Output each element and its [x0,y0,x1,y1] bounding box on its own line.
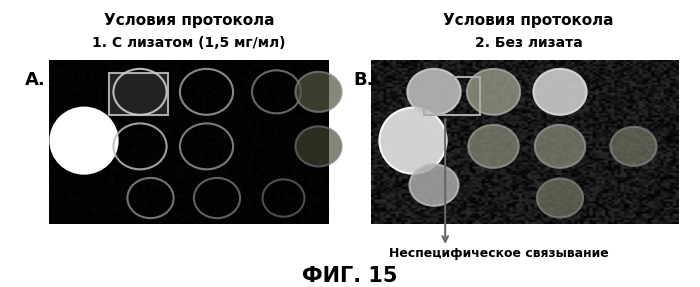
Ellipse shape [379,108,447,174]
Ellipse shape [295,72,342,112]
Ellipse shape [537,179,583,218]
Bar [371,60,679,224]
Ellipse shape [467,69,520,115]
Text: 2. Без лизата: 2. Без лизата [475,36,582,50]
Ellipse shape [533,69,587,115]
Bar [424,77,480,115]
Bar [49,60,329,224]
Ellipse shape [407,69,461,115]
Text: 1. С лизатом (1,5 мг/мл): 1. С лизатом (1,5 мг/мл) [92,36,286,50]
Ellipse shape [468,125,519,168]
Ellipse shape [295,126,342,166]
Text: ФИГ. 15: ФИГ. 15 [302,265,398,286]
Text: Условия протокола: Условия протокола [443,13,614,28]
Ellipse shape [610,127,657,166]
Text: В.: В. [354,71,374,89]
Text: Неспецифическое связывание: Неспецифическое связывание [389,247,608,261]
Text: А.: А. [25,71,46,89]
Ellipse shape [50,108,118,174]
Ellipse shape [410,164,459,206]
Text: Условия протокола: Условия протокола [104,13,274,28]
Bar [108,73,168,115]
Ellipse shape [535,125,585,168]
